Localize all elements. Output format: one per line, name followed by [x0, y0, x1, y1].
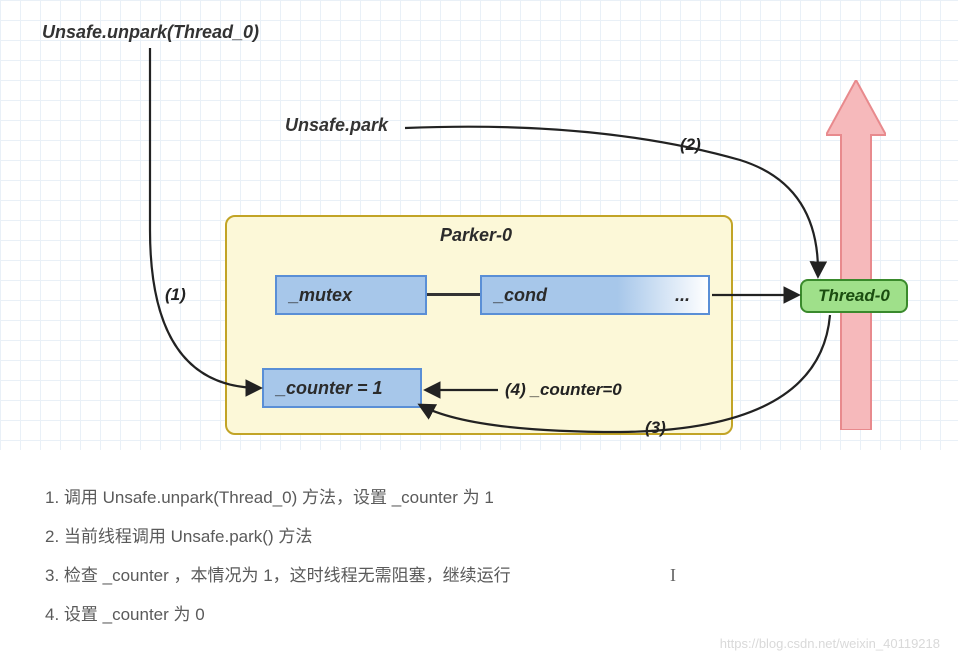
node-counter: _counter = 1 [262, 368, 422, 408]
edge-label-1: (1) [165, 285, 186, 305]
node-counter-label: _counter = 1 [276, 378, 383, 399]
label-unpark: Unsafe.unpark(Thread_0) [42, 22, 259, 43]
parker-title: Parker-0 [440, 225, 512, 246]
diagram-canvas: Unsafe.unpark(Thread_0) Unsafe.park Park… [0, 0, 958, 450]
node-thread-label: Thread-0 [818, 286, 890, 306]
mutex-cond-connector [427, 293, 480, 296]
caption-1: 1. 调用 Unsafe.unpark(Thread_0) 方法，设置 _cou… [45, 478, 511, 517]
caption-3: 3. 检查 _counter ，本情况为 1，这时线程无需阻塞，继续运行 [45, 556, 511, 595]
edge-label-3: (3) [645, 418, 666, 438]
caption-list: 1. 调用 Unsafe.unpark(Thread_0) 方法，设置 _cou… [45, 478, 511, 634]
node-thread: Thread-0 [800, 279, 908, 313]
label-park: Unsafe.park [285, 115, 388, 136]
watermark: https://blog.csdn.net/weixin_40119218 [720, 636, 940, 651]
node-cond-dots: ... [675, 285, 690, 306]
node-mutex-label: _mutex [289, 285, 352, 306]
node-cond-label: _cond [494, 285, 547, 306]
pink-arrow [826, 80, 886, 430]
edge-label-2: (2) [680, 135, 701, 155]
caption-2: 2. 当前线程调用 Unsafe.park() 方法 [45, 517, 511, 556]
node-mutex: _mutex [275, 275, 427, 315]
edge-label-4: (4) _counter=0 [505, 380, 622, 400]
text-cursor: I [670, 565, 676, 586]
node-cond: _cond ... [480, 275, 710, 315]
caption-4: 4. 设置 _counter 为 0 [45, 595, 511, 634]
